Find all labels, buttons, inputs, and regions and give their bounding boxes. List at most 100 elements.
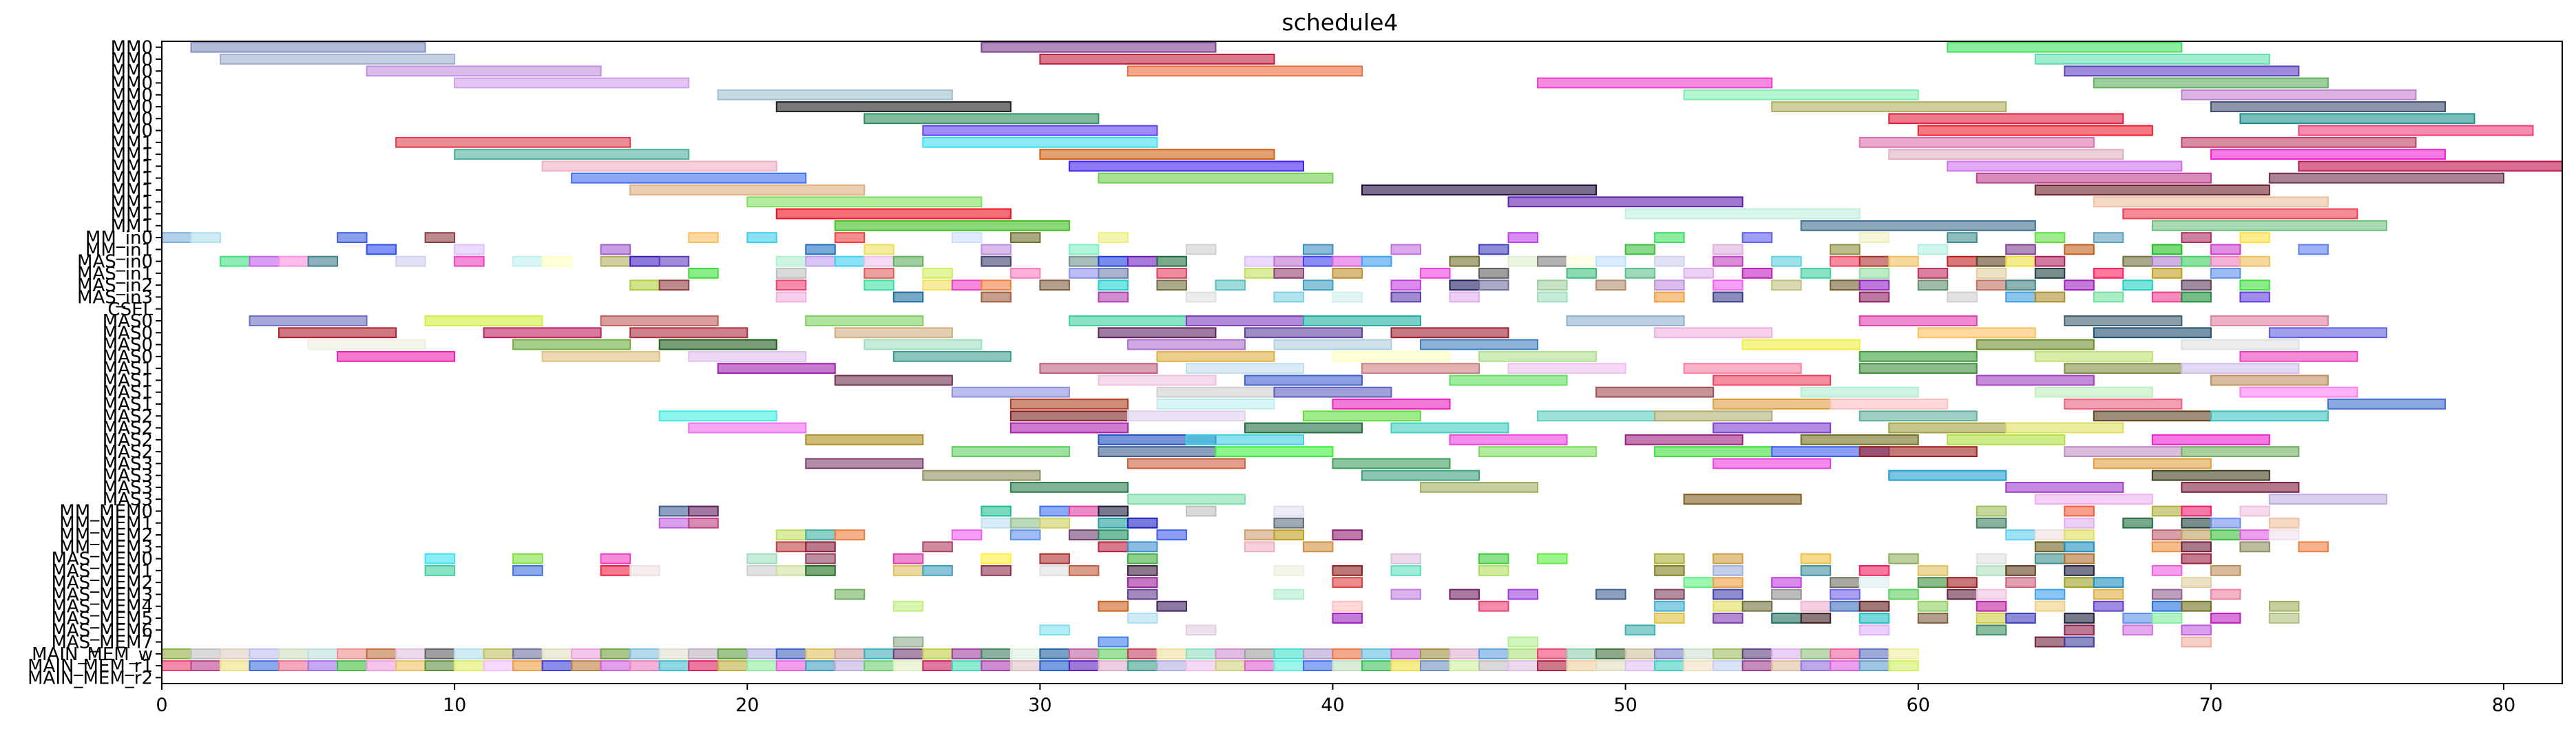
gantt-bar <box>2093 196 2329 208</box>
gantt-bar <box>1771 577 1802 589</box>
gantt-bar <box>1976 624 2007 636</box>
gantt-bar <box>1683 363 1802 374</box>
gantt-bar <box>366 648 397 659</box>
gantt-bar <box>1800 553 1832 564</box>
gantt-bar <box>746 196 983 208</box>
gantt-bar <box>1507 363 1626 374</box>
gantt-bar <box>2239 529 2270 540</box>
gantt-bar <box>1273 589 1304 600</box>
gantt-bar <box>1098 255 1129 267</box>
gantt-bar <box>863 279 894 291</box>
row-label: MAS_in3 <box>77 287 153 308</box>
gantt-bar <box>2005 613 2036 624</box>
gantt-bar <box>2064 541 2095 553</box>
gantt-bar <box>1390 422 1509 434</box>
gantt-bar <box>1098 374 1217 386</box>
gantt-bar <box>1332 255 1363 267</box>
gantt-bar <box>2210 101 2446 112</box>
gantt-bar <box>1039 149 1275 160</box>
gantt-bar <box>951 232 983 243</box>
gantt-bar <box>1800 660 1832 671</box>
gantt-bar <box>1741 648 1773 659</box>
gantt-bar <box>805 434 924 445</box>
gantt-bar <box>1185 244 1217 255</box>
gantt-bar <box>1098 660 1129 671</box>
gantt-bar <box>1361 184 1598 196</box>
gantt-bar <box>775 208 1012 220</box>
gantt-bar <box>600 660 631 671</box>
gantt-bar <box>1713 255 1743 267</box>
gantt-bar <box>1595 279 1626 291</box>
gantt-bar <box>2034 386 2153 398</box>
gantt-bar <box>1156 255 1187 267</box>
gantt-bar <box>249 660 280 671</box>
gantt-bar <box>1947 434 2066 445</box>
row-label: MM_MEM3 <box>59 537 153 558</box>
gantt-bar <box>981 244 1012 255</box>
gantt-bar <box>1390 291 1422 303</box>
gantt-bar <box>1361 648 1392 659</box>
gantt-bar <box>1947 577 1978 589</box>
gantt-bar <box>1917 268 1949 279</box>
gantt-bar <box>1654 446 1773 457</box>
gantt-bar <box>1683 89 1919 101</box>
gantt-bar <box>249 648 280 659</box>
gantt-bar <box>1068 529 1100 540</box>
gantt-bar <box>2239 291 2270 303</box>
gantt-bar <box>1039 279 1070 291</box>
gantt-bar <box>981 41 1217 53</box>
gantt-bar <box>454 648 485 659</box>
gantt-bar <box>1420 660 1451 671</box>
gantt-bar <box>2034 54 2270 65</box>
gantt-bar <box>1009 410 1129 422</box>
row-labels-layer: MM0MM0MM0MM0MM0MM0MM0MM0MM1MM1MM1MM1MM1M… <box>28 38 162 688</box>
gantt-bar <box>395 255 426 267</box>
gantt-bar <box>805 541 836 553</box>
gantt-bar <box>454 149 690 160</box>
gantt-bar <box>1156 660 1187 671</box>
gantt-bar <box>922 660 953 671</box>
gantt-bar <box>1244 268 1275 279</box>
gantt-bar <box>2298 160 2563 172</box>
row-label: MM1 <box>111 133 153 154</box>
chart-title: schedule4 <box>1282 9 1399 36</box>
gantt-bar <box>2064 636 2095 648</box>
gantt-bar <box>1009 529 1041 540</box>
row-label: MM1 <box>111 216 153 237</box>
gantt-bar <box>1068 505 1100 517</box>
row-label: MM_in1 <box>85 240 153 260</box>
gantt-bar <box>2151 564 2183 576</box>
gantt-bar <box>220 54 456 65</box>
gantt-bar <box>1273 255 1304 267</box>
gantt-bar <box>1332 613 1363 624</box>
gantt-bar <box>1741 660 1773 671</box>
row-label: MM1 <box>111 169 153 189</box>
gantt-bar <box>1302 244 1334 255</box>
gantt-bar <box>2034 589 2066 600</box>
gantt-bar <box>1332 350 1451 362</box>
gantt-bar <box>220 648 251 659</box>
gantt-bar <box>1830 589 1861 600</box>
gantt-bar <box>2181 529 2212 540</box>
gantt-bar <box>1098 327 1217 339</box>
gantt-bar <box>512 648 543 659</box>
row-label: MAS_MEM6 <box>51 620 153 641</box>
gantt-bar <box>2064 505 2095 517</box>
row-label: MAS0 <box>103 311 153 332</box>
gantt-bar <box>1858 600 1890 612</box>
gantt-bar <box>658 660 690 671</box>
gantt-bar <box>1449 648 1480 659</box>
gantt-bar <box>1332 660 1363 671</box>
gantt-bar <box>2034 350 2153 362</box>
gantt-bar <box>1478 564 1509 576</box>
gantt-bar <box>2239 350 2358 362</box>
gantt-bar <box>337 660 368 671</box>
gantt-bar <box>1507 636 1539 648</box>
row-label: MAS1 <box>103 359 153 379</box>
x-tick-label: 60 <box>1907 695 1930 716</box>
gantt-bar <box>1127 589 1158 600</box>
gantt-bar <box>1273 517 1304 529</box>
row-label: MM_MEM1 <box>59 514 153 534</box>
gantt-bar <box>1361 469 1480 481</box>
gantt-bar <box>1917 564 1949 576</box>
